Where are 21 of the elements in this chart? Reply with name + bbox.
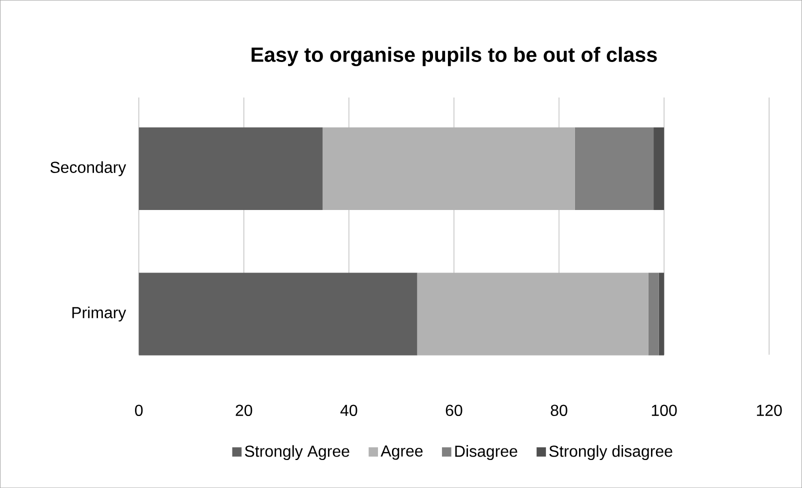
bar xyxy=(574,127,654,210)
bar xyxy=(658,272,664,356)
legend-label: Strongly disagree xyxy=(549,445,672,460)
x-tick-label: 60 xyxy=(446,404,462,416)
bar xyxy=(648,272,659,356)
y-tick-label: Primary xyxy=(72,306,126,322)
x-tick-label: 0 xyxy=(135,404,143,416)
legend-label: Agree xyxy=(380,445,423,460)
x-tick-label: 20 xyxy=(236,404,252,416)
chart-title: Easy to organise pupils to be out of class xyxy=(252,46,657,66)
legend-label: Disagree xyxy=(455,445,518,460)
x-tick-label: 120 xyxy=(756,404,782,416)
x-tick-label: 80 xyxy=(550,404,568,416)
x-tick-label: 40 xyxy=(340,404,358,416)
bar xyxy=(322,127,575,210)
bar xyxy=(654,127,664,210)
bar xyxy=(138,127,323,210)
x-tick-label: 100 xyxy=(652,404,677,416)
y-tick-label: Secondary xyxy=(50,161,126,176)
legend-label: Strongly Agree xyxy=(244,445,350,460)
bar xyxy=(138,272,418,356)
